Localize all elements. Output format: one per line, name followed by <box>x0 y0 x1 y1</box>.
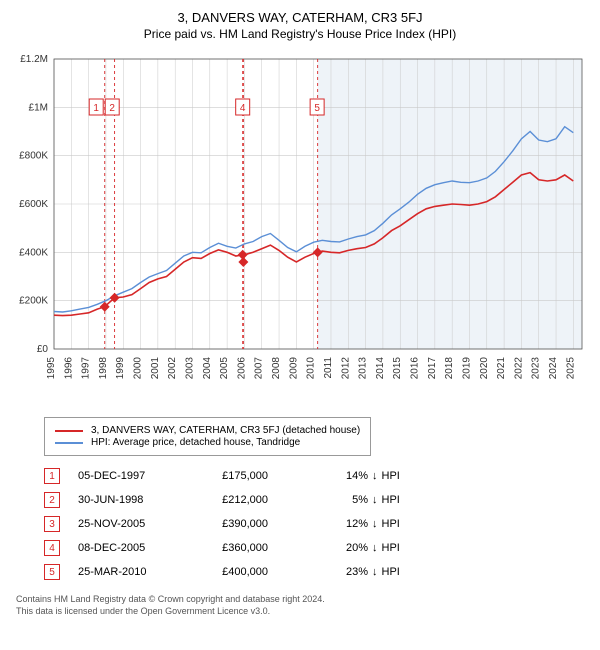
svg-text:2007: 2007 <box>254 357 265 380</box>
svg-text:2017: 2017 <box>427 357 438 380</box>
legend-item: 3, DANVERS WAY, CATERHAM, CR3 5FJ (detac… <box>55 425 360 436</box>
svg-text:2012: 2012 <box>340 357 351 380</box>
footer-line-1: Contains HM Land Registry data © Crown c… <box>16 594 592 606</box>
transaction-number: 1 <box>44 468 60 484</box>
svg-text:2011: 2011 <box>323 357 334 379</box>
svg-text:2003: 2003 <box>184 357 195 380</box>
legend-swatch <box>55 442 83 444</box>
svg-text:£200K: £200K <box>19 296 48 307</box>
svg-text:2009: 2009 <box>288 357 299 380</box>
transaction-price: £360,000 <box>198 542 308 554</box>
svg-text:2023: 2023 <box>531 357 542 380</box>
svg-text:2002: 2002 <box>167 357 178 380</box>
svg-text:5: 5 <box>314 103 320 114</box>
transaction-pct: 20% <box>308 542 368 554</box>
transaction-date: 25-NOV-2005 <box>78 518 198 530</box>
transaction-row: 2 30-JUN-1998£212,0005% ↓ HPI <box>44 488 592 512</box>
transaction-row: 1 05-DEC-1997£175,00014% ↓ HPI <box>44 464 592 488</box>
transaction-row: 4 08-DEC-2005£360,00020% ↓ HPI <box>44 536 592 560</box>
down-arrow-icon: ↓ <box>372 470 378 482</box>
svg-text:1998: 1998 <box>98 357 109 380</box>
transaction-hpi-label: HPI <box>382 566 400 578</box>
svg-text:£400K: £400K <box>19 247 48 258</box>
legend-swatch <box>55 430 83 432</box>
svg-text:1997: 1997 <box>81 357 92 380</box>
svg-text:1: 1 <box>93 103 99 114</box>
svg-text:2008: 2008 <box>271 357 282 380</box>
svg-text:2020: 2020 <box>479 357 490 380</box>
transaction-price: £175,000 <box>198 470 308 482</box>
transaction-hpi-label: HPI <box>382 470 400 482</box>
svg-text:2016: 2016 <box>410 357 421 380</box>
svg-text:£0: £0 <box>37 344 49 355</box>
svg-text:£1M: £1M <box>29 102 48 113</box>
down-arrow-icon: ↓ <box>372 518 378 530</box>
down-arrow-icon: ↓ <box>372 494 378 506</box>
legend-label: 3, DANVERS WAY, CATERHAM, CR3 5FJ (detac… <box>91 425 360 436</box>
svg-text:2025: 2025 <box>565 357 576 380</box>
svg-text:2014: 2014 <box>375 357 386 380</box>
svg-text:1995: 1995 <box>46 357 57 380</box>
svg-text:2001: 2001 <box>150 357 161 380</box>
transaction-pct: 23% <box>308 566 368 578</box>
svg-text:2021: 2021 <box>496 357 507 380</box>
footer-attribution: Contains HM Land Registry data © Crown c… <box>16 594 592 617</box>
transaction-hpi-label: HPI <box>382 518 400 530</box>
down-arrow-icon: ↓ <box>372 566 378 578</box>
svg-text:2006: 2006 <box>236 357 247 380</box>
svg-text:2004: 2004 <box>202 357 213 380</box>
transaction-row: 3 25-NOV-2005£390,00012% ↓ HPI <box>44 512 592 536</box>
transaction-pct: 5% <box>308 494 368 506</box>
transaction-hpi-label: HPI <box>382 542 400 554</box>
svg-text:2000: 2000 <box>133 357 144 380</box>
svg-text:2018: 2018 <box>444 357 455 380</box>
transaction-number: 2 <box>44 492 60 508</box>
chart-container: £0 £200K £400K £600K £800K £1M £1.2M 1995 1996 19… <box>8 49 592 409</box>
svg-text:£1.2M: £1.2M <box>20 54 48 65</box>
svg-text:2: 2 <box>109 103 115 114</box>
transaction-number: 4 <box>44 540 60 556</box>
svg-text:1999: 1999 <box>115 357 126 380</box>
price-chart: £0 £200K £400K £600K £800K £1M £1.2M 1995 1996 19… <box>8 49 592 409</box>
transaction-price: £212,000 <box>198 494 308 506</box>
legend-item: HPI: Average price, detached house, Tand… <box>55 437 360 448</box>
transaction-price: £390,000 <box>198 518 308 530</box>
transaction-date: 05-DEC-1997 <box>78 470 198 482</box>
svg-text:1996: 1996 <box>63 357 74 380</box>
chart-subtitle: Price paid vs. HM Land Registry's House … <box>8 27 592 41</box>
footer-line-2: This data is licensed under the Open Gov… <box>16 606 592 618</box>
svg-text:2024: 2024 <box>548 357 559 380</box>
transaction-date: 25-MAR-2010 <box>78 566 198 578</box>
transaction-row: 5 25-MAR-2010£400,00023% ↓ HPI <box>44 560 592 584</box>
chart-title: 3, DANVERS WAY, CATERHAM, CR3 5FJ <box>8 10 592 25</box>
down-arrow-icon: ↓ <box>372 542 378 554</box>
svg-text:2022: 2022 <box>513 357 524 380</box>
transaction-hpi-label: HPI <box>382 494 400 506</box>
svg-text:2019: 2019 <box>461 357 472 380</box>
legend-label: HPI: Average price, detached house, Tand… <box>91 437 300 448</box>
svg-text:2010: 2010 <box>306 357 317 380</box>
transaction-pct: 12% <box>308 518 368 530</box>
svg-text:2013: 2013 <box>358 357 369 380</box>
transaction-price: £400,000 <box>198 566 308 578</box>
transaction-date: 08-DEC-2005 <box>78 542 198 554</box>
transaction-number: 5 <box>44 564 60 580</box>
svg-text:4: 4 <box>240 103 246 114</box>
transaction-date: 30-JUN-1998 <box>78 494 198 506</box>
svg-text:£600K: £600K <box>19 199 48 210</box>
svg-text:2005: 2005 <box>219 357 230 380</box>
transactions-table: 105-DEC-1997£175,00014%↓HPI230-JUN-1998£… <box>44 464 592 584</box>
legend: 3, DANVERS WAY, CATERHAM, CR3 5FJ (detac… <box>44 417 371 456</box>
transaction-number: 3 <box>44 516 60 532</box>
svg-text:2015: 2015 <box>392 357 403 380</box>
transaction-pct: 14% <box>308 470 368 482</box>
svg-text:£800K: £800K <box>19 151 48 162</box>
